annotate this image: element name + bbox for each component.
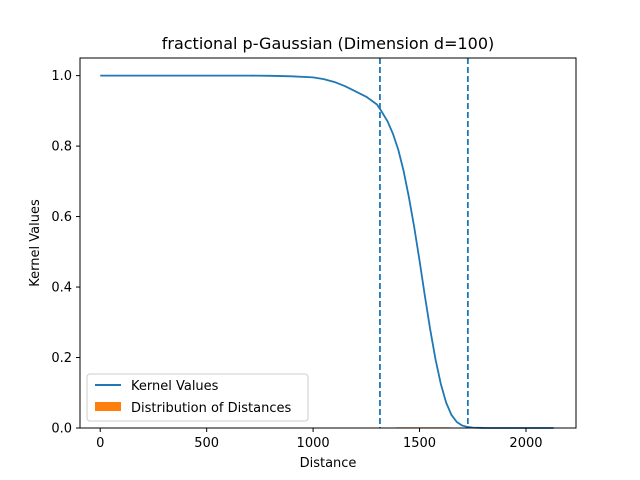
plot-frame — [79, 57, 577, 429]
x-tick-label: 1000 — [297, 436, 330, 451]
y-tick-label: 0.6 — [51, 210, 72, 225]
x-tick-label: 1500 — [403, 436, 436, 451]
kernel-values-line — [100, 74, 554, 429]
y-axis-ticks: 0.0 0.2 0.4 0.6 0.8 1.0 — [51, 69, 80, 437]
x-tick-label: 500 — [194, 436, 219, 451]
legend-label-kernel: Kernel Values — [131, 379, 219, 394]
legend-box — [86, 373, 309, 422]
y-axis-label: Kernel Values — [28, 199, 43, 287]
y-tick-label: 1.0 — [51, 69, 72, 84]
x-axis-label: Distance — [300, 456, 357, 471]
legend-label-distances: Distribution of Distances — [131, 401, 291, 416]
x-tick-label: 0 — [96, 436, 104, 451]
x-axis-ticks: 0 500 1000 1500 2000 — [96, 428, 543, 451]
y-tick-label: 0.4 — [51, 281, 72, 296]
kernel-line-group — [100, 74, 554, 429]
x-tick-label: 2000 — [509, 436, 542, 451]
legend-bar-swatch — [95, 402, 121, 411]
y-tick-label: 0.8 — [51, 140, 72, 155]
legend: Kernel Values Distribution of Distances — [86, 373, 309, 422]
y-tick-label: 0.2 — [51, 351, 72, 366]
vertical-lines — [379, 58, 469, 428]
y-tick-label: 0.0 — [51, 422, 72, 437]
plot-background — [80, 58, 576, 428]
plot-area — [79, 57, 577, 429]
chart-title: fractional p-Gaussian (Dimension d=100) — [162, 34, 495, 53]
